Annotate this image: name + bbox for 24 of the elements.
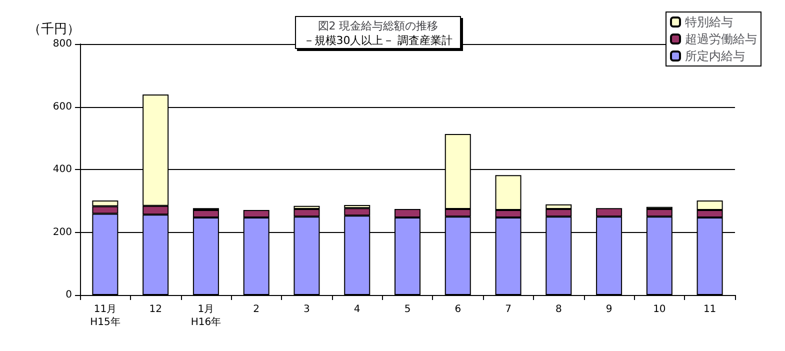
y-tick-label: 200 [52, 226, 72, 238]
legend-label: 所定内給与 [685, 49, 745, 63]
chart-title: 図2 現金給与総額の推移 [318, 20, 438, 32]
x-tick-label: 11月 H15年 [90, 304, 120, 328]
x-tick-label: 4 [354, 304, 360, 315]
chart-subtitle: －規模30人以上－ 調査産業計 [303, 34, 453, 47]
x-tick-label: 11 [703, 304, 716, 315]
x-tick-label: 2 [253, 304, 260, 315]
x-tick-label: 1月 H16年 [190, 304, 222, 328]
y-tick-label: 800 [52, 38, 72, 50]
x-tick-label: 12 [149, 304, 162, 315]
x-tick-label: 7 [505, 304, 512, 315]
y-tick-label: 400 [52, 164, 72, 175]
x-tick-label: 8 [555, 304, 562, 315]
y-tick-label: 0 [66, 290, 72, 300]
legend-label: 特別給与 [685, 15, 733, 29]
y-axis-title: （千円） [28, 22, 80, 37]
x-tick-label: 3 [304, 304, 310, 315]
x-tick-label: 10 [653, 304, 666, 315]
x-tick-label: 9 [606, 304, 612, 315]
x-tick-label: 6 [454, 304, 462, 315]
y-tick-label: 600 [52, 101, 72, 112]
legend-label: 超過労働給与 [685, 32, 757, 46]
x-tick-label: 5 [404, 304, 411, 315]
